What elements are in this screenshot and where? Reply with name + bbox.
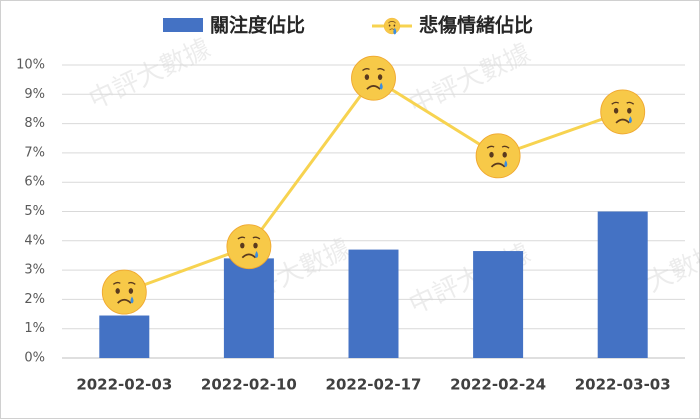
face — [351, 55, 396, 101]
eye — [253, 242, 258, 249]
y-tick-label: 0% — [24, 351, 45, 366]
tear — [255, 251, 259, 259]
eye — [393, 24, 396, 27]
sad-face-marker — [226, 224, 272, 270]
face — [600, 89, 646, 135]
brow — [486, 145, 510, 149]
face — [383, 17, 401, 35]
tear — [628, 116, 632, 124]
brow — [387, 21, 397, 24]
eye — [115, 288, 120, 294]
x-tick-label: 2022-03-03 — [575, 376, 671, 394]
eye — [489, 151, 494, 158]
mouth — [615, 118, 630, 124]
x-tick-label: 2022-02-17 — [326, 376, 422, 394]
eye — [613, 107, 619, 114]
eye — [364, 74, 370, 80]
y-tick-label: 8% — [24, 116, 45, 131]
x-tick-label: 2022-02-10 — [201, 376, 297, 394]
y-tick-label: 6% — [24, 175, 45, 190]
y-tick-label: 1% — [24, 321, 45, 336]
y-tick-label: 5% — [24, 204, 45, 219]
brow — [362, 68, 385, 72]
y-tick-label: 3% — [24, 263, 45, 278]
face — [101, 269, 147, 315]
y-tick-label: 4% — [24, 233, 45, 248]
tear — [130, 296, 134, 304]
face — [226, 224, 272, 270]
mouth — [117, 298, 132, 304]
y-tick-label: 7% — [24, 145, 45, 160]
bar — [223, 258, 274, 358]
tear — [379, 82, 383, 90]
mouth — [490, 162, 506, 168]
eye — [240, 242, 245, 249]
bar — [597, 211, 648, 358]
bar — [348, 249, 399, 358]
mouth — [241, 253, 257, 259]
eye — [502, 151, 507, 158]
legend-label: 悲傷情緒佔比 — [419, 14, 533, 37]
eye — [377, 74, 383, 80]
sad-face-marker — [351, 55, 396, 101]
mouth — [366, 85, 381, 90]
face — [475, 133, 521, 179]
brow — [237, 236, 261, 240]
legend-label: 關注度佔比 — [210, 14, 305, 37]
bar — [99, 315, 150, 358]
sad-face-marker — [101, 269, 147, 315]
tear — [393, 27, 397, 35]
sad-face-marker — [475, 133, 521, 179]
brow — [112, 281, 136, 285]
eye — [388, 24, 391, 27]
legend-swatch — [163, 18, 203, 32]
sad-face-marker — [600, 89, 646, 135]
eye — [627, 107, 632, 114]
brow — [611, 101, 635, 105]
x-tick-label: 2022-02-24 — [450, 376, 546, 394]
tear — [504, 160, 508, 168]
y-tick-label: 9% — [24, 87, 45, 102]
bar — [473, 251, 524, 358]
sad-face-marker — [383, 17, 401, 35]
eye — [128, 288, 134, 294]
x-tick-label: 2022-02-03 — [76, 376, 172, 394]
y-tick-label: 2% — [24, 292, 45, 307]
y-tick-label: 10% — [16, 58, 45, 73]
